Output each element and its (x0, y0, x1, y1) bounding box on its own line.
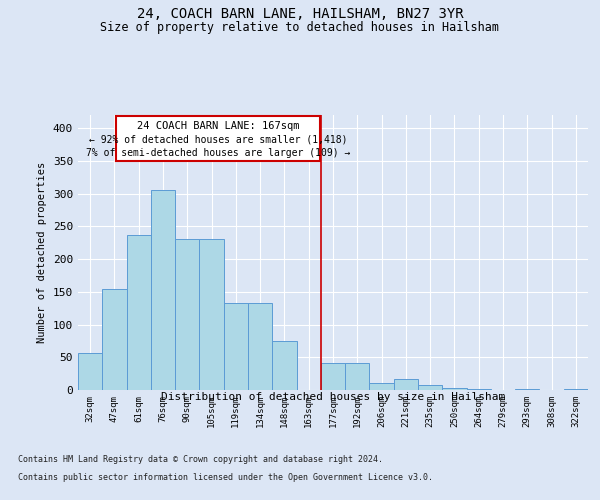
Text: ← 92% of detached houses are smaller (1,418): ← 92% of detached houses are smaller (1,… (89, 134, 347, 144)
Bar (224, 303, 248, 390)
Bar (370, 384, 394, 390)
Text: Distribution of detached houses by size in Hailsham: Distribution of detached houses by size … (161, 392, 505, 402)
Bar (272, 341, 296, 390)
Text: Contains public sector information licensed under the Open Government Licence v3: Contains public sector information licen… (18, 472, 433, 482)
Bar (321, 362, 345, 390)
Text: Size of property relative to detached houses in Hailsham: Size of property relative to detached ho… (101, 21, 499, 34)
Bar (175, 240, 199, 390)
Bar (467, 388, 491, 390)
Bar (515, 388, 539, 390)
Y-axis label: Number of detached properties: Number of detached properties (37, 162, 47, 343)
Bar (564, 388, 588, 390)
Text: 24 COACH BARN LANE: 167sqm: 24 COACH BARN LANE: 167sqm (137, 121, 299, 131)
Text: 7% of semi-detached houses are larger (109) →: 7% of semi-detached houses are larger (1… (86, 148, 350, 158)
Bar (78, 352, 102, 390)
Text: Contains HM Land Registry data © Crown copyright and database right 2024.: Contains HM Land Registry data © Crown c… (18, 455, 383, 464)
Bar (345, 362, 370, 390)
Bar (394, 379, 418, 390)
Bar (127, 236, 151, 390)
Bar (418, 385, 442, 390)
Bar (151, 190, 175, 390)
Bar (442, 388, 467, 390)
Text: 24, COACH BARN LANE, HAILSHAM, BN27 3YR: 24, COACH BARN LANE, HAILSHAM, BN27 3YR (137, 8, 463, 22)
Bar (116, 116, 320, 161)
Bar (248, 303, 272, 390)
Bar (102, 288, 127, 390)
Bar (199, 240, 224, 390)
